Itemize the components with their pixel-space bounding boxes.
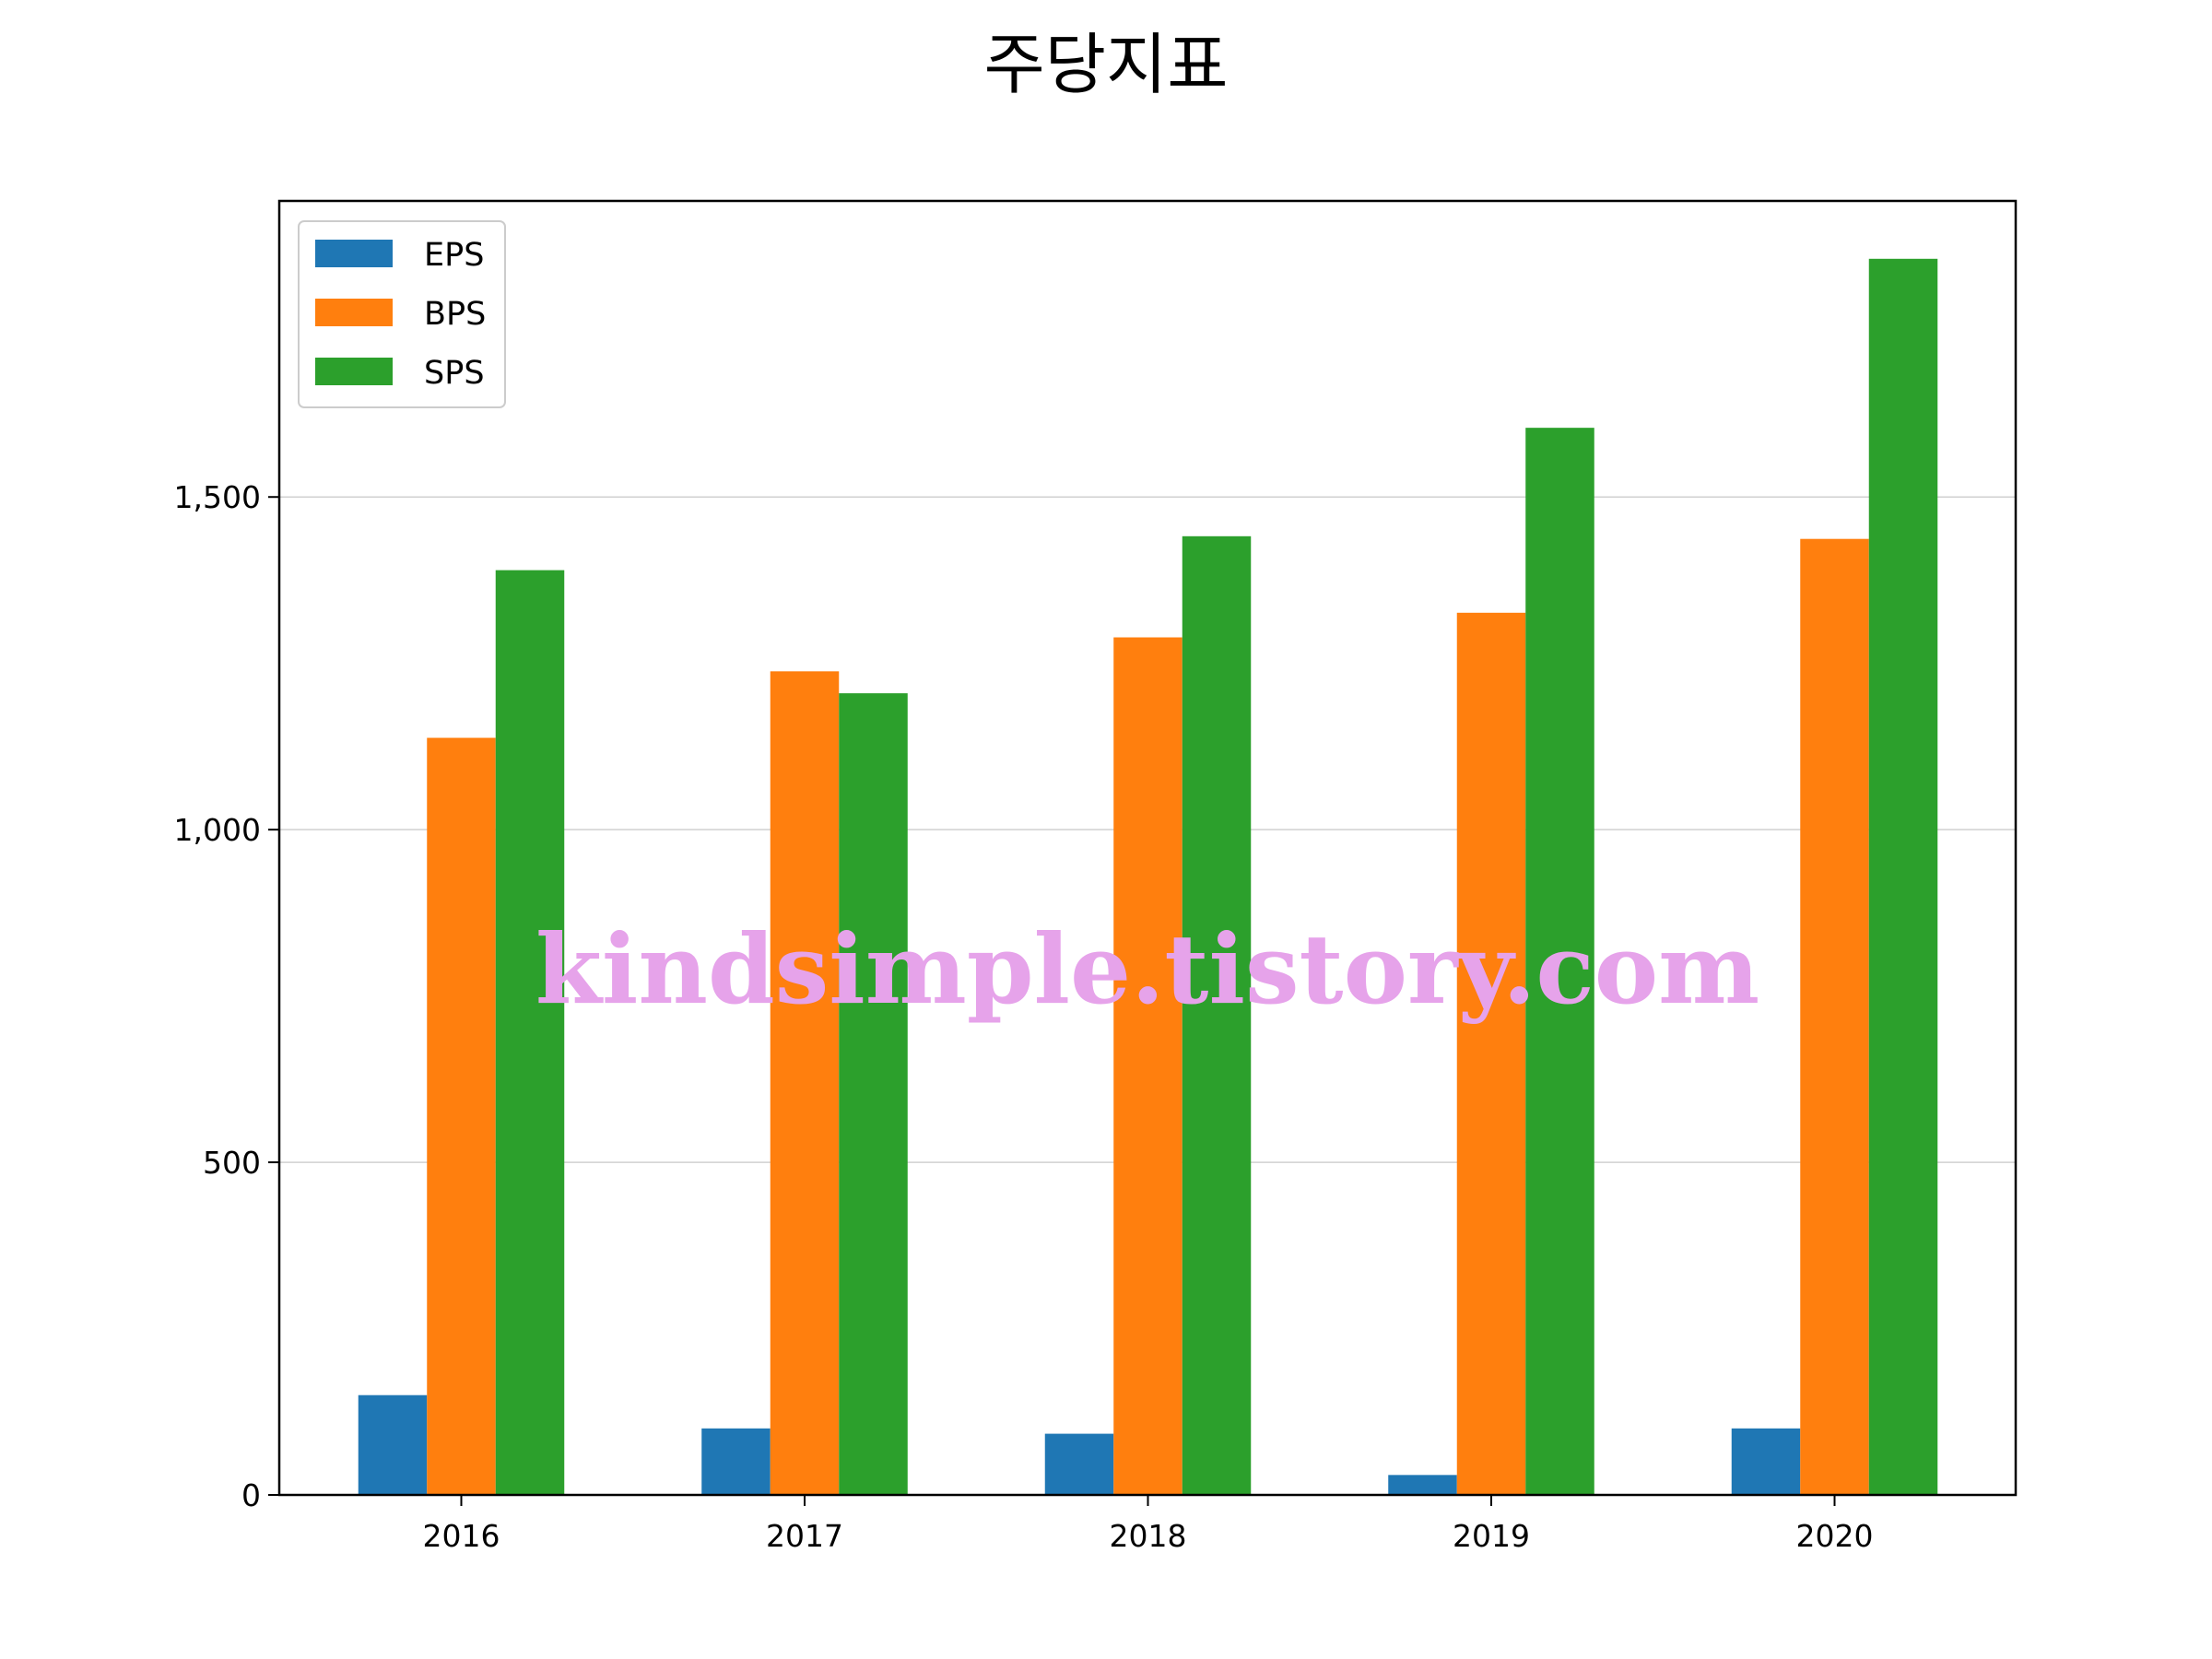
- x-tick-label: 2020: [1796, 1518, 1874, 1554]
- bar-sps-2017: [839, 693, 908, 1495]
- x-tick-label: 2019: [1453, 1518, 1530, 1554]
- x-tick-label: 2018: [1110, 1518, 1187, 1554]
- bar-eps-2019: [1388, 1475, 1457, 1495]
- bar-eps-2016: [358, 1394, 428, 1495]
- legend-label-bps: BPS: [424, 296, 486, 333]
- legend-swatch-bps: [315, 299, 393, 326]
- bar-eps-2018: [1044, 1433, 1114, 1495]
- legend-swatch-eps: [315, 240, 393, 267]
- y-tick-label: 0: [241, 1477, 261, 1513]
- legend-swatch-sps: [315, 358, 393, 385]
- bars: [358, 258, 1938, 1496]
- y-tick-label: 1,000: [174, 812, 261, 848]
- bar-bps-2020: [1800, 538, 1869, 1496]
- x-tick-label: 2016: [423, 1518, 500, 1554]
- bar-sps-2016: [495, 570, 565, 1495]
- legend-label-eps: EPS: [424, 237, 484, 274]
- bar-sps-2018: [1182, 535, 1252, 1495]
- bar-bps-2016: [427, 737, 496, 1495]
- bar-eps-2020: [1731, 1428, 1801, 1495]
- y-tick-label: 1,500: [174, 479, 261, 515]
- legend: EPS BPS SPS: [298, 220, 506, 408]
- bar-sps-2020: [1868, 258, 1938, 1495]
- x-tick-label: 2017: [766, 1518, 843, 1554]
- y-axis: 0 500 1,000 1,500: [174, 479, 279, 1513]
- bar-bps-2017: [770, 671, 840, 1495]
- x-axis: 2016 2017 2018 2019 2020: [423, 1495, 1874, 1554]
- y-tick-label: 500: [203, 1145, 261, 1181]
- bar-bps-2018: [1113, 637, 1182, 1495]
- bar-bps-2019: [1456, 612, 1526, 1495]
- bar-eps-2017: [701, 1428, 771, 1495]
- watermark-text: kindsimple.tistory.com: [535, 912, 1759, 1026]
- legend-label-sps: SPS: [424, 355, 485, 392]
- bar-sps-2019: [1525, 428, 1594, 1496]
- chart-title: 주당지표: [984, 26, 1229, 103]
